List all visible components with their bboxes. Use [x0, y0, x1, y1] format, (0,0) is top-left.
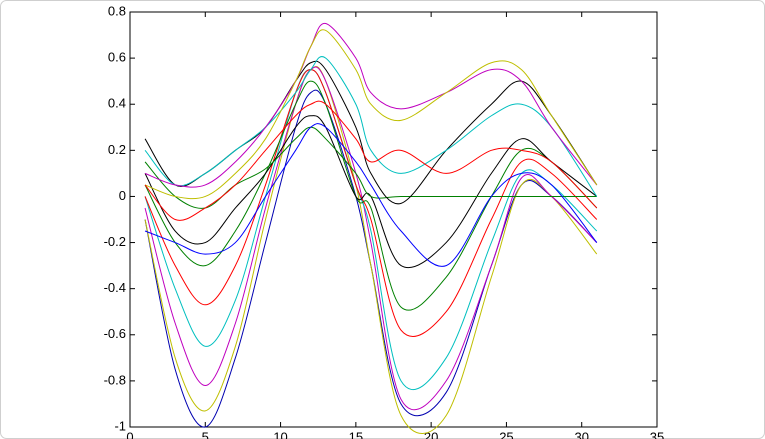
line — [144, 56, 598, 197]
y-tick-label: -0.4 — [104, 280, 126, 295]
line — [144, 115, 598, 268]
line — [144, 80, 598, 311]
y-tick-label: 0.8 — [108, 3, 126, 18]
y-tick-label: 0.2 — [108, 142, 126, 157]
y-tick-label: -0.2 — [104, 234, 126, 249]
y-tick-label: 0 — [119, 188, 126, 203]
y-tick-label: -0.6 — [104, 326, 126, 341]
line — [144, 100, 598, 221]
x-tick-label: 35 — [650, 429, 664, 439]
line — [144, 69, 598, 337]
x-tick-label: 0 — [126, 429, 133, 439]
x-tick-label: 15 — [349, 429, 363, 439]
line — [144, 66, 598, 411]
plot-area — [129, 11, 658, 428]
x-tick-label: 25 — [499, 429, 513, 439]
x-tick-label: 5 — [202, 429, 209, 439]
line — [144, 29, 598, 200]
y-tick-label: 0.6 — [108, 50, 126, 65]
x-tick-label: 20 — [424, 429, 438, 439]
line — [144, 66, 598, 434]
x-tick-label: 30 — [574, 429, 588, 439]
y-tick-label: 0.4 — [108, 96, 126, 111]
x-tick-label: 10 — [273, 429, 287, 439]
y-tick-label: -1 — [114, 418, 126, 433]
line — [144, 23, 598, 188]
line — [144, 123, 598, 267]
y-tick-label: -0.8 — [104, 372, 126, 387]
